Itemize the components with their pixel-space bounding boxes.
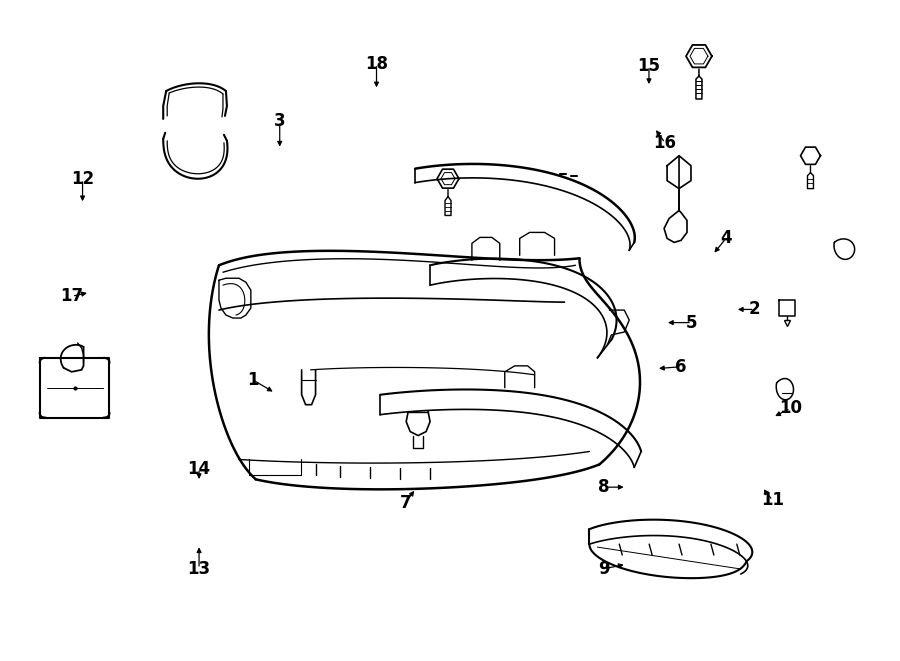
- Text: 10: 10: [779, 399, 802, 417]
- Text: 5: 5: [686, 313, 698, 332]
- Text: 4: 4: [720, 229, 732, 247]
- Text: 18: 18: [365, 55, 388, 73]
- Text: 8: 8: [598, 478, 610, 496]
- Text: 14: 14: [187, 460, 211, 478]
- Text: 9: 9: [598, 560, 610, 578]
- Text: 16: 16: [653, 134, 677, 152]
- Text: 1: 1: [248, 371, 258, 389]
- Text: 13: 13: [187, 560, 211, 578]
- Text: 12: 12: [71, 170, 94, 188]
- Text: 3: 3: [274, 112, 285, 130]
- Text: 2: 2: [749, 301, 760, 319]
- Text: 6: 6: [676, 358, 687, 375]
- Text: 7: 7: [400, 494, 411, 512]
- Text: 15: 15: [637, 57, 661, 75]
- Text: 11: 11: [761, 491, 784, 510]
- Text: 17: 17: [60, 288, 84, 305]
